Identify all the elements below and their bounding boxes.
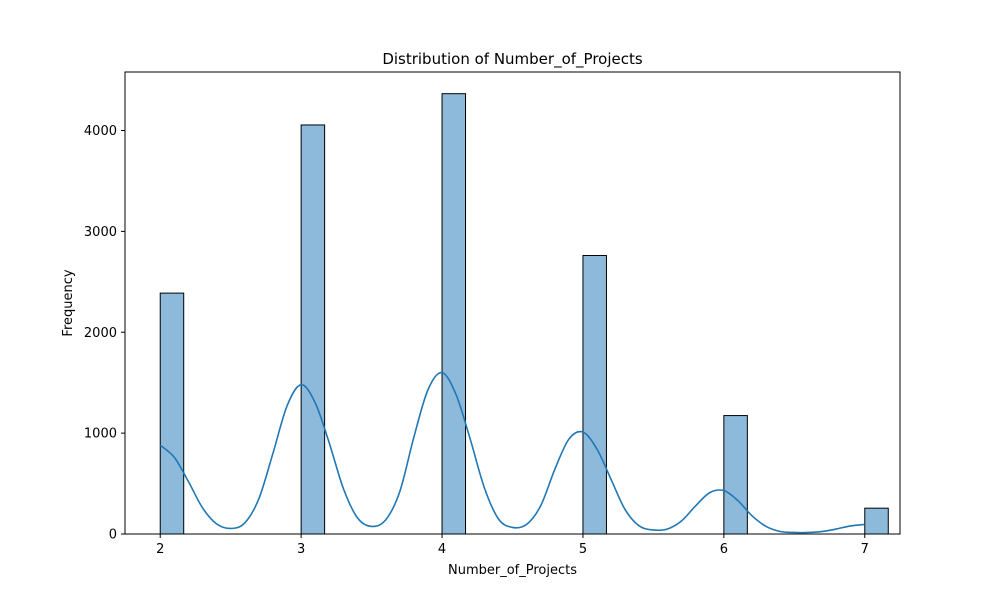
y-tick-label-2000: 2000 <box>84 326 117 341</box>
kde-layer <box>159 371 865 534</box>
y-tick-label-4000: 4000 <box>84 124 117 139</box>
histogram-bar-7 <box>864 507 889 535</box>
histogram-bar-3 <box>300 124 326 535</box>
y-axis-ticks: 0 1000 2000 3000 4000 <box>84 124 125 543</box>
y-tick-label-0: 0 <box>109 528 117 543</box>
x-tick-label-4: 4 <box>438 542 446 557</box>
histogram-bar-2 <box>159 292 185 535</box>
histogram-bar-6 <box>723 415 748 535</box>
kde-density-line <box>159 371 865 534</box>
x-tick-label-3: 3 <box>297 542 305 557</box>
y-tick-label-3000: 3000 <box>84 225 117 240</box>
histogram-bar-4 <box>441 93 467 535</box>
x-tick-label-6: 6 <box>720 542 728 557</box>
histogram-bar-5 <box>582 254 607 535</box>
x-axis-ticks: 2 3 4 5 6 7 <box>156 534 869 557</box>
x-axis-label: Number_of_Projects <box>448 563 577 578</box>
x-tick-label-2: 2 <box>156 542 164 557</box>
y-axis-label: Frequency <box>61 269 76 336</box>
x-tick-label-5: 5 <box>579 542 587 557</box>
x-tick-label-7: 7 <box>861 542 869 557</box>
plot-area-frame <box>124 71 901 535</box>
chart-title: Distribution of Number_of_Projects <box>382 50 643 69</box>
y-tick-label-1000: 1000 <box>84 427 117 442</box>
